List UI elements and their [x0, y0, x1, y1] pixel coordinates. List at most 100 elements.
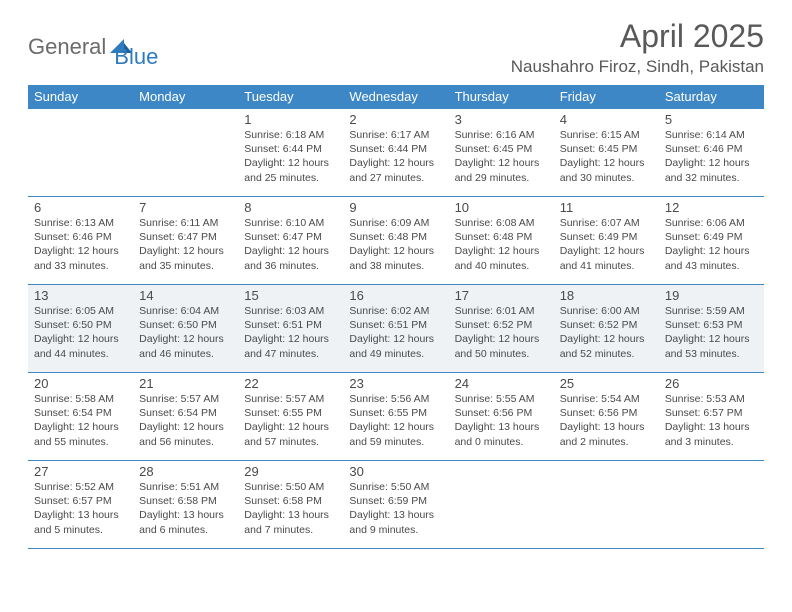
- calendar-cell: 18Sunrise: 6:00 AMSunset: 6:52 PMDayligh…: [554, 285, 659, 373]
- day-number: 22: [244, 376, 337, 391]
- calendar-cell: 4Sunrise: 6:15 AMSunset: 6:45 PMDaylight…: [554, 109, 659, 197]
- brand-text-blue: Blue: [114, 44, 158, 70]
- day-number: 14: [139, 288, 232, 303]
- weekday-header: Monday: [133, 85, 238, 109]
- calendar-cell: 13Sunrise: 6:05 AMSunset: 6:50 PMDayligh…: [28, 285, 133, 373]
- day-number: 24: [455, 376, 548, 391]
- day-number: 1: [244, 112, 337, 127]
- brand-text-general: General: [28, 34, 106, 60]
- day-number: 9: [349, 200, 442, 215]
- calendar-cell: 3Sunrise: 6:16 AMSunset: 6:45 PMDaylight…: [449, 109, 554, 197]
- calendar-cell: 20Sunrise: 5:58 AMSunset: 6:54 PMDayligh…: [28, 373, 133, 461]
- calendar-cell: 2Sunrise: 6:17 AMSunset: 6:44 PMDaylight…: [343, 109, 448, 197]
- day-number: 30: [349, 464, 442, 479]
- day-info: Sunrise: 6:08 AMSunset: 6:48 PMDaylight:…: [455, 216, 548, 273]
- day-number: 21: [139, 376, 232, 391]
- day-info: Sunrise: 6:06 AMSunset: 6:49 PMDaylight:…: [665, 216, 758, 273]
- day-info: Sunrise: 6:17 AMSunset: 6:44 PMDaylight:…: [349, 128, 442, 185]
- day-info: Sunrise: 5:50 AMSunset: 6:59 PMDaylight:…: [349, 480, 442, 537]
- day-number: 28: [139, 464, 232, 479]
- calendar-cell: 9Sunrise: 6:09 AMSunset: 6:48 PMDaylight…: [343, 197, 448, 285]
- day-info: Sunrise: 6:07 AMSunset: 6:49 PMDaylight:…: [560, 216, 653, 273]
- day-number: 16: [349, 288, 442, 303]
- day-number: 17: [455, 288, 548, 303]
- day-info: Sunrise: 5:59 AMSunset: 6:53 PMDaylight:…: [665, 304, 758, 361]
- day-number: 7: [139, 200, 232, 215]
- day-number: 3: [455, 112, 548, 127]
- day-number: 29: [244, 464, 337, 479]
- calendar-week: 27Sunrise: 5:52 AMSunset: 6:57 PMDayligh…: [28, 461, 764, 549]
- weekday-header: Thursday: [449, 85, 554, 109]
- day-number: 8: [244, 200, 337, 215]
- day-info: Sunrise: 6:09 AMSunset: 6:48 PMDaylight:…: [349, 216, 442, 273]
- day-info: Sunrise: 5:55 AMSunset: 6:56 PMDaylight:…: [455, 392, 548, 449]
- day-number: 27: [34, 464, 127, 479]
- weekday-header: Sunday: [28, 85, 133, 109]
- calendar-cell: 15Sunrise: 6:03 AMSunset: 6:51 PMDayligh…: [238, 285, 343, 373]
- day-number: 5: [665, 112, 758, 127]
- day-info: Sunrise: 5:56 AMSunset: 6:55 PMDaylight:…: [349, 392, 442, 449]
- day-number: 15: [244, 288, 337, 303]
- calendar-body: 1Sunrise: 6:18 AMSunset: 6:44 PMDaylight…: [28, 109, 764, 549]
- day-info: Sunrise: 5:51 AMSunset: 6:58 PMDaylight:…: [139, 480, 232, 537]
- weekday-header: Friday: [554, 85, 659, 109]
- calendar-cell: 28Sunrise: 5:51 AMSunset: 6:58 PMDayligh…: [133, 461, 238, 549]
- day-info: Sunrise: 6:18 AMSunset: 6:44 PMDaylight:…: [244, 128, 337, 185]
- calendar-cell: 24Sunrise: 5:55 AMSunset: 6:56 PMDayligh…: [449, 373, 554, 461]
- calendar-cell: 8Sunrise: 6:10 AMSunset: 6:47 PMDaylight…: [238, 197, 343, 285]
- day-number: 2: [349, 112, 442, 127]
- calendar-cell: 6Sunrise: 6:13 AMSunset: 6:46 PMDaylight…: [28, 197, 133, 285]
- calendar-cell: 25Sunrise: 5:54 AMSunset: 6:56 PMDayligh…: [554, 373, 659, 461]
- day-info: Sunrise: 5:58 AMSunset: 6:54 PMDaylight:…: [34, 392, 127, 449]
- day-info: Sunrise: 6:02 AMSunset: 6:51 PMDaylight:…: [349, 304, 442, 361]
- day-number: 26: [665, 376, 758, 391]
- calendar-cell: [659, 461, 764, 549]
- calendar-week: 13Sunrise: 6:05 AMSunset: 6:50 PMDayligh…: [28, 285, 764, 373]
- location-subtitle: Naushahro Firoz, Sindh, Pakistan: [511, 57, 764, 77]
- day-info: Sunrise: 6:15 AMSunset: 6:45 PMDaylight:…: [560, 128, 653, 185]
- day-info: Sunrise: 6:04 AMSunset: 6:50 PMDaylight:…: [139, 304, 232, 361]
- calendar-cell: 17Sunrise: 6:01 AMSunset: 6:52 PMDayligh…: [449, 285, 554, 373]
- day-info: Sunrise: 6:10 AMSunset: 6:47 PMDaylight:…: [244, 216, 337, 273]
- day-number: 12: [665, 200, 758, 215]
- weekday-header: Saturday: [659, 85, 764, 109]
- day-info: Sunrise: 6:16 AMSunset: 6:45 PMDaylight:…: [455, 128, 548, 185]
- day-number: 4: [560, 112, 653, 127]
- day-info: Sunrise: 5:52 AMSunset: 6:57 PMDaylight:…: [34, 480, 127, 537]
- calendar-cell: 21Sunrise: 5:57 AMSunset: 6:54 PMDayligh…: [133, 373, 238, 461]
- day-info: Sunrise: 5:54 AMSunset: 6:56 PMDaylight:…: [560, 392, 653, 449]
- calendar-cell: 19Sunrise: 5:59 AMSunset: 6:53 PMDayligh…: [659, 285, 764, 373]
- page-header: General Blue April 2025 Naushahro Firoz,…: [28, 18, 764, 77]
- calendar-cell: 23Sunrise: 5:56 AMSunset: 6:55 PMDayligh…: [343, 373, 448, 461]
- day-info: Sunrise: 5:53 AMSunset: 6:57 PMDaylight:…: [665, 392, 758, 449]
- calendar-week: 6Sunrise: 6:13 AMSunset: 6:46 PMDaylight…: [28, 197, 764, 285]
- calendar-cell: 29Sunrise: 5:50 AMSunset: 6:58 PMDayligh…: [238, 461, 343, 549]
- month-title: April 2025: [511, 18, 764, 55]
- weekday-header: Wednesday: [343, 85, 448, 109]
- day-info: Sunrise: 6:14 AMSunset: 6:46 PMDaylight:…: [665, 128, 758, 185]
- title-block: April 2025 Naushahro Firoz, Sindh, Pakis…: [511, 18, 764, 77]
- calendar-cell: 16Sunrise: 6:02 AMSunset: 6:51 PMDayligh…: [343, 285, 448, 373]
- day-number: 18: [560, 288, 653, 303]
- day-info: Sunrise: 6:11 AMSunset: 6:47 PMDaylight:…: [139, 216, 232, 273]
- calendar-cell: 26Sunrise: 5:53 AMSunset: 6:57 PMDayligh…: [659, 373, 764, 461]
- day-info: Sunrise: 6:00 AMSunset: 6:52 PMDaylight:…: [560, 304, 653, 361]
- day-number: 11: [560, 200, 653, 215]
- calendar-week: 20Sunrise: 5:58 AMSunset: 6:54 PMDayligh…: [28, 373, 764, 461]
- calendar-table: SundayMondayTuesdayWednesdayThursdayFrid…: [28, 85, 764, 549]
- calendar-cell: [133, 109, 238, 197]
- calendar-week: 1Sunrise: 6:18 AMSunset: 6:44 PMDaylight…: [28, 109, 764, 197]
- day-number: 25: [560, 376, 653, 391]
- day-number: 6: [34, 200, 127, 215]
- calendar-cell: 7Sunrise: 6:11 AMSunset: 6:47 PMDaylight…: [133, 197, 238, 285]
- calendar-cell: [554, 461, 659, 549]
- day-info: Sunrise: 5:57 AMSunset: 6:54 PMDaylight:…: [139, 392, 232, 449]
- calendar-cell: 12Sunrise: 6:06 AMSunset: 6:49 PMDayligh…: [659, 197, 764, 285]
- day-number: 20: [34, 376, 127, 391]
- calendar-cell: [28, 109, 133, 197]
- day-number: 13: [34, 288, 127, 303]
- day-info: Sunrise: 6:03 AMSunset: 6:51 PMDaylight:…: [244, 304, 337, 361]
- day-info: Sunrise: 5:50 AMSunset: 6:58 PMDaylight:…: [244, 480, 337, 537]
- calendar-cell: 22Sunrise: 5:57 AMSunset: 6:55 PMDayligh…: [238, 373, 343, 461]
- brand-logo: General Blue: [28, 24, 158, 70]
